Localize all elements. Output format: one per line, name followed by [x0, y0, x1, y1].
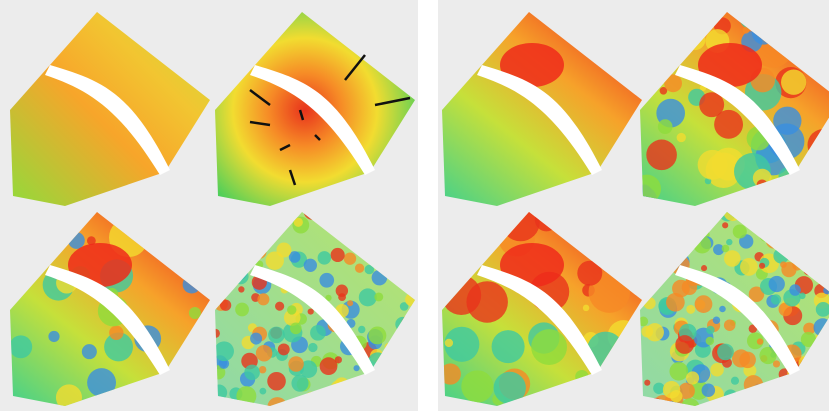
map-blob — [722, 245, 730, 253]
map-blob — [48, 331, 59, 342]
map-blob — [287, 305, 296, 314]
map-blob — [358, 326, 365, 333]
map-blob — [669, 362, 688, 381]
map-blob — [695, 295, 713, 313]
map-blob — [658, 119, 673, 134]
map-blob — [713, 317, 720, 324]
map-blob — [492, 330, 525, 363]
map-blob — [374, 292, 383, 301]
map-blob — [799, 293, 806, 300]
figure — [0, 0, 829, 411]
map-blob — [706, 337, 714, 345]
map-blob — [260, 388, 267, 395]
map-blob — [724, 250, 741, 267]
map-blob — [706, 326, 715, 335]
map-blob — [235, 303, 249, 317]
map-blob — [710, 363, 724, 377]
map-blob — [82, 344, 97, 359]
map-blob — [733, 224, 747, 238]
map-blob — [466, 281, 507, 322]
map-blob — [757, 338, 763, 344]
map-blob — [338, 293, 346, 301]
map-blob — [278, 343, 290, 355]
map-blob — [275, 302, 284, 311]
map-blob — [308, 343, 317, 352]
map-blob — [646, 140, 677, 171]
map-blob — [698, 150, 728, 180]
map-blob — [726, 239, 732, 245]
map-blob — [583, 305, 589, 311]
map-blob — [724, 319, 736, 331]
page: (() => { const svg = document.querySelec… — [0, 0, 829, 411]
map-blob — [288, 356, 303, 371]
map-blob — [268, 327, 285, 344]
map-blob — [304, 259, 317, 272]
map-blob — [354, 365, 360, 371]
map-blob — [686, 305, 695, 314]
map-blob — [461, 370, 493, 402]
map-blob — [781, 70, 806, 95]
map-blob — [719, 306, 726, 313]
map-blob — [9, 335, 32, 358]
map-blob — [666, 293, 685, 312]
map-blob — [740, 258, 758, 276]
map-blob — [290, 323, 302, 335]
map-blob — [701, 265, 707, 271]
map-blob — [641, 326, 653, 338]
map-blob — [675, 335, 694, 354]
map-blob — [310, 325, 326, 341]
map-blob — [355, 264, 364, 273]
map-blob — [266, 251, 284, 269]
map-blob — [670, 390, 682, 402]
map-blob — [653, 383, 664, 394]
map-blob — [259, 366, 266, 373]
map-blob — [244, 365, 260, 381]
map-blob — [319, 273, 334, 288]
map-blob — [789, 284, 801, 296]
map-blob — [677, 133, 686, 142]
map-blob — [722, 222, 728, 228]
map-blob — [773, 360, 780, 367]
map-blob — [717, 344, 734, 361]
map-blob — [759, 263, 765, 269]
map-blob — [699, 92, 724, 117]
map-blob — [644, 380, 650, 386]
map-blob — [686, 371, 699, 384]
map-blob — [359, 288, 377, 306]
map-blob — [214, 341, 234, 361]
map-blob — [731, 377, 739, 385]
map-blob — [335, 356, 342, 363]
map-blob — [368, 326, 386, 344]
map-blob — [771, 294, 781, 304]
map-blob — [702, 383, 716, 397]
map-blob — [257, 293, 269, 305]
map-blob — [189, 307, 201, 319]
map-blob — [344, 252, 356, 264]
map-blob — [347, 300, 353, 306]
map-blob — [109, 326, 123, 340]
map-blob — [769, 276, 785, 292]
map-blob — [238, 286, 244, 292]
map-blob — [531, 329, 567, 365]
map-blob — [331, 248, 345, 262]
map-blob — [739, 352, 756, 369]
map-blob — [308, 308, 314, 314]
map-blob — [318, 251, 331, 264]
map-blob — [445, 339, 453, 347]
map-blob — [267, 372, 286, 391]
map-blob — [256, 345, 273, 362]
map-blob — [250, 333, 262, 345]
